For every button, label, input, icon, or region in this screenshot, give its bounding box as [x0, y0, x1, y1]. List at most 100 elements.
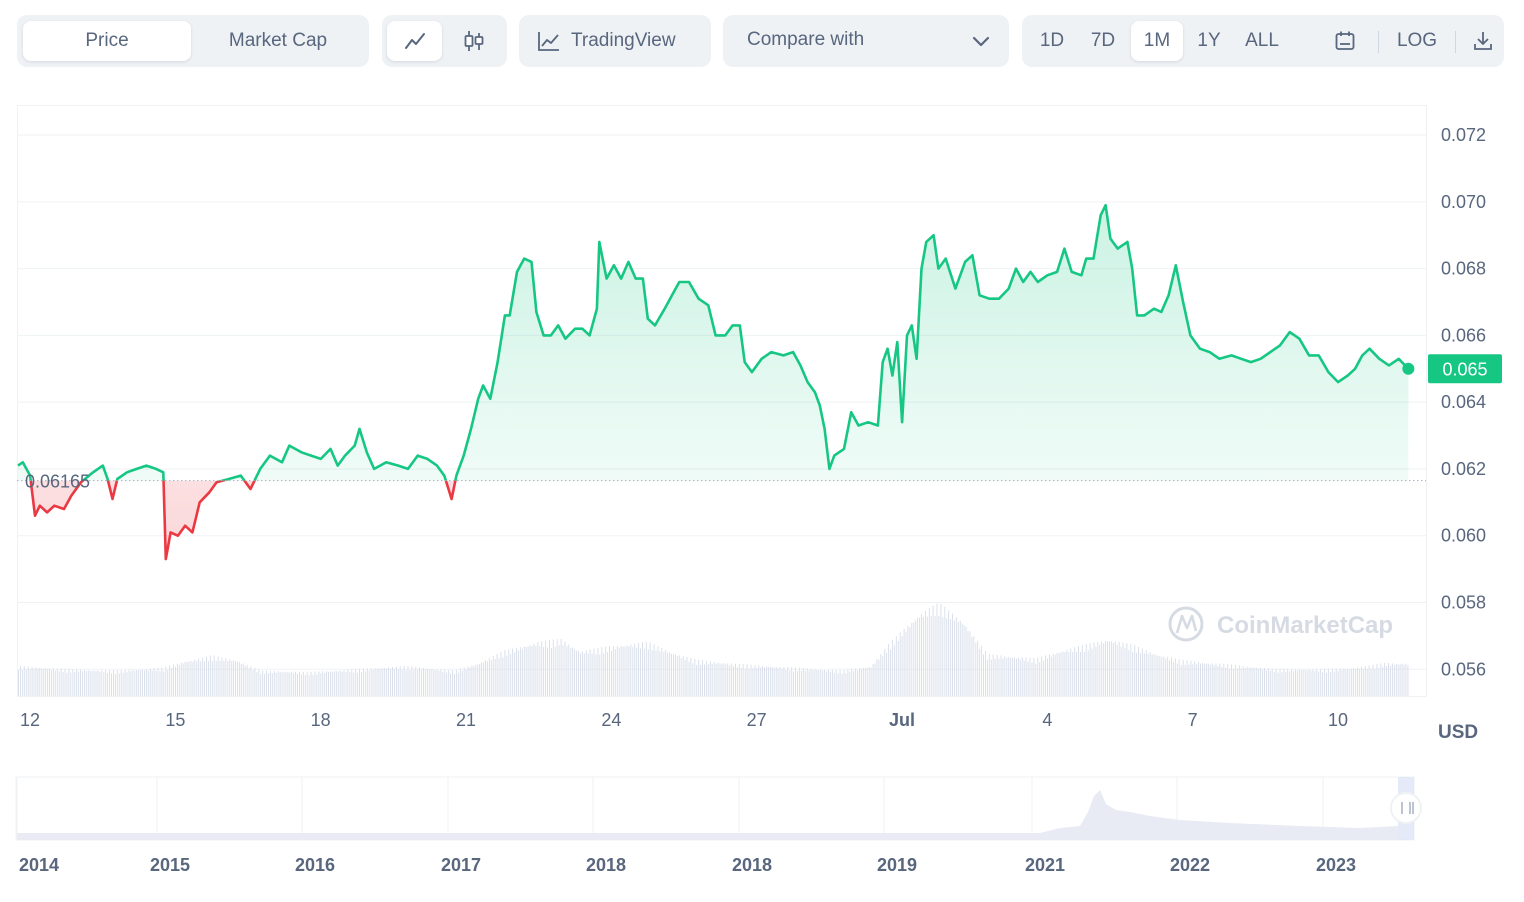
range-1m[interactable]: 1M [1131, 21, 1183, 61]
volume-bar [868, 667, 870, 696]
volume-bar [547, 647, 548, 696]
volume-bar [1016, 658, 1017, 696]
tab-price[interactable]: Price [23, 21, 191, 61]
tradingview-button[interactable]: TradingView [519, 15, 711, 67]
volume-bar [895, 636, 897, 696]
volume-bar [1081, 645, 1083, 696]
log-toggle[interactable]: LOG [1396, 30, 1438, 51]
volume-bar [1174, 658, 1176, 696]
volume-bar [54, 670, 56, 696]
volume-bar [859, 668, 860, 696]
volume-bar [1366, 668, 1368, 696]
volume-bar [333, 671, 335, 696]
volume-bar [91, 670, 93, 696]
volume-bar [349, 672, 351, 696]
volume-bar [268, 673, 269, 696]
price-line-down [29, 480, 457, 561]
volume-bar [576, 650, 578, 696]
range-1d[interactable]: 1D [1039, 30, 1065, 51]
volume-bar [748, 668, 750, 696]
volume-bar [1192, 664, 1194, 696]
volume-bar [436, 669, 438, 696]
volume-bar [215, 661, 217, 696]
volume-bar [1231, 664, 1232, 696]
range-all[interactable]: ALL [1245, 30, 1279, 51]
volume-bar [1172, 661, 1174, 696]
volume-bar [1109, 641, 1110, 696]
volume-bar [1114, 641, 1116, 696]
volume-bar [1291, 669, 1293, 696]
candlestick-icon[interactable] [446, 21, 502, 61]
volume-bar [849, 672, 851, 696]
volume-bar [378, 668, 380, 696]
volume-bar [744, 668, 746, 696]
volume-bar [238, 662, 240, 696]
volume-bar [686, 657, 688, 696]
volume-bar [206, 656, 207, 696]
volume-bar [694, 659, 696, 696]
volume-bar [287, 672, 289, 696]
volume-bar [1087, 650, 1089, 696]
volume-bar [252, 670, 254, 696]
volume-bar [308, 675, 310, 696]
volume-bar [343, 670, 345, 696]
volume-bar [1140, 653, 1141, 696]
navigator-handle-icon[interactable] [1390, 792, 1422, 824]
volume-bar [1196, 663, 1198, 696]
calendar-icon[interactable] [1320, 21, 1370, 61]
volume-bar [27, 666, 29, 696]
volume-bar [118, 673, 120, 696]
volume-bar [1355, 668, 1357, 696]
volume-bar [560, 638, 562, 696]
range-1y[interactable]: 1Y [1197, 30, 1221, 51]
volume-bar [1374, 668, 1376, 696]
volume-bar [1207, 663, 1209, 696]
download-icon[interactable] [1464, 21, 1502, 61]
volume-bar [353, 672, 355, 696]
volume-bar [1103, 643, 1105, 696]
volume-bar [775, 666, 777, 696]
volume-bar [566, 646, 568, 696]
compare-dropdown[interactable]: Compare with [723, 15, 1009, 67]
volume-bar [1213, 665, 1215, 696]
volume-bar [620, 646, 622, 696]
toolbar-divider [1455, 31, 1456, 53]
volume-bar [1324, 668, 1326, 696]
volume-bar [217, 656, 219, 696]
volume-bar [1362, 668, 1364, 696]
type-toggle: Price Market Cap [17, 15, 369, 67]
volume-bar [837, 673, 839, 696]
volume-bar [1099, 645, 1101, 696]
volume-bar [1234, 664, 1236, 696]
volume-bar [372, 670, 374, 696]
volume-bar [1357, 667, 1358, 696]
line-chart-icon[interactable] [387, 21, 442, 61]
volume-bar [1368, 665, 1370, 696]
range-navigator[interactable]: 2014 2015 2016 2017 2018 2018 2019 2021 2022 2023 [15, 776, 1422, 875]
volume-bar [556, 639, 558, 696]
volume-bar [477, 664, 479, 696]
volume-bar [545, 640, 547, 696]
volume-bar [917, 617, 919, 696]
volume-bar [424, 669, 426, 696]
volume-bar [101, 670, 103, 696]
volume-bar [554, 646, 556, 696]
volume-bar [314, 671, 316, 696]
volume-bar [384, 668, 386, 696]
volume-bar [607, 652, 609, 696]
volume-bar [946, 618, 948, 696]
y-tick-label: 0.060 [1441, 526, 1486, 546]
volume-bar [1194, 661, 1196, 696]
volume-bar [890, 649, 891, 696]
range-7d[interactable]: 7D [1090, 30, 1116, 51]
volume-bar [279, 672, 281, 696]
volume-bar [1186, 660, 1188, 696]
volume-bar [1267, 668, 1269, 696]
volume-bar [1229, 668, 1231, 696]
tab-market-cap[interactable]: Market Cap [228, 30, 328, 51]
volume-bar [764, 667, 765, 696]
volume-bar [83, 669, 85, 696]
volume-bar [537, 642, 539, 696]
volume-bar [277, 671, 279, 696]
